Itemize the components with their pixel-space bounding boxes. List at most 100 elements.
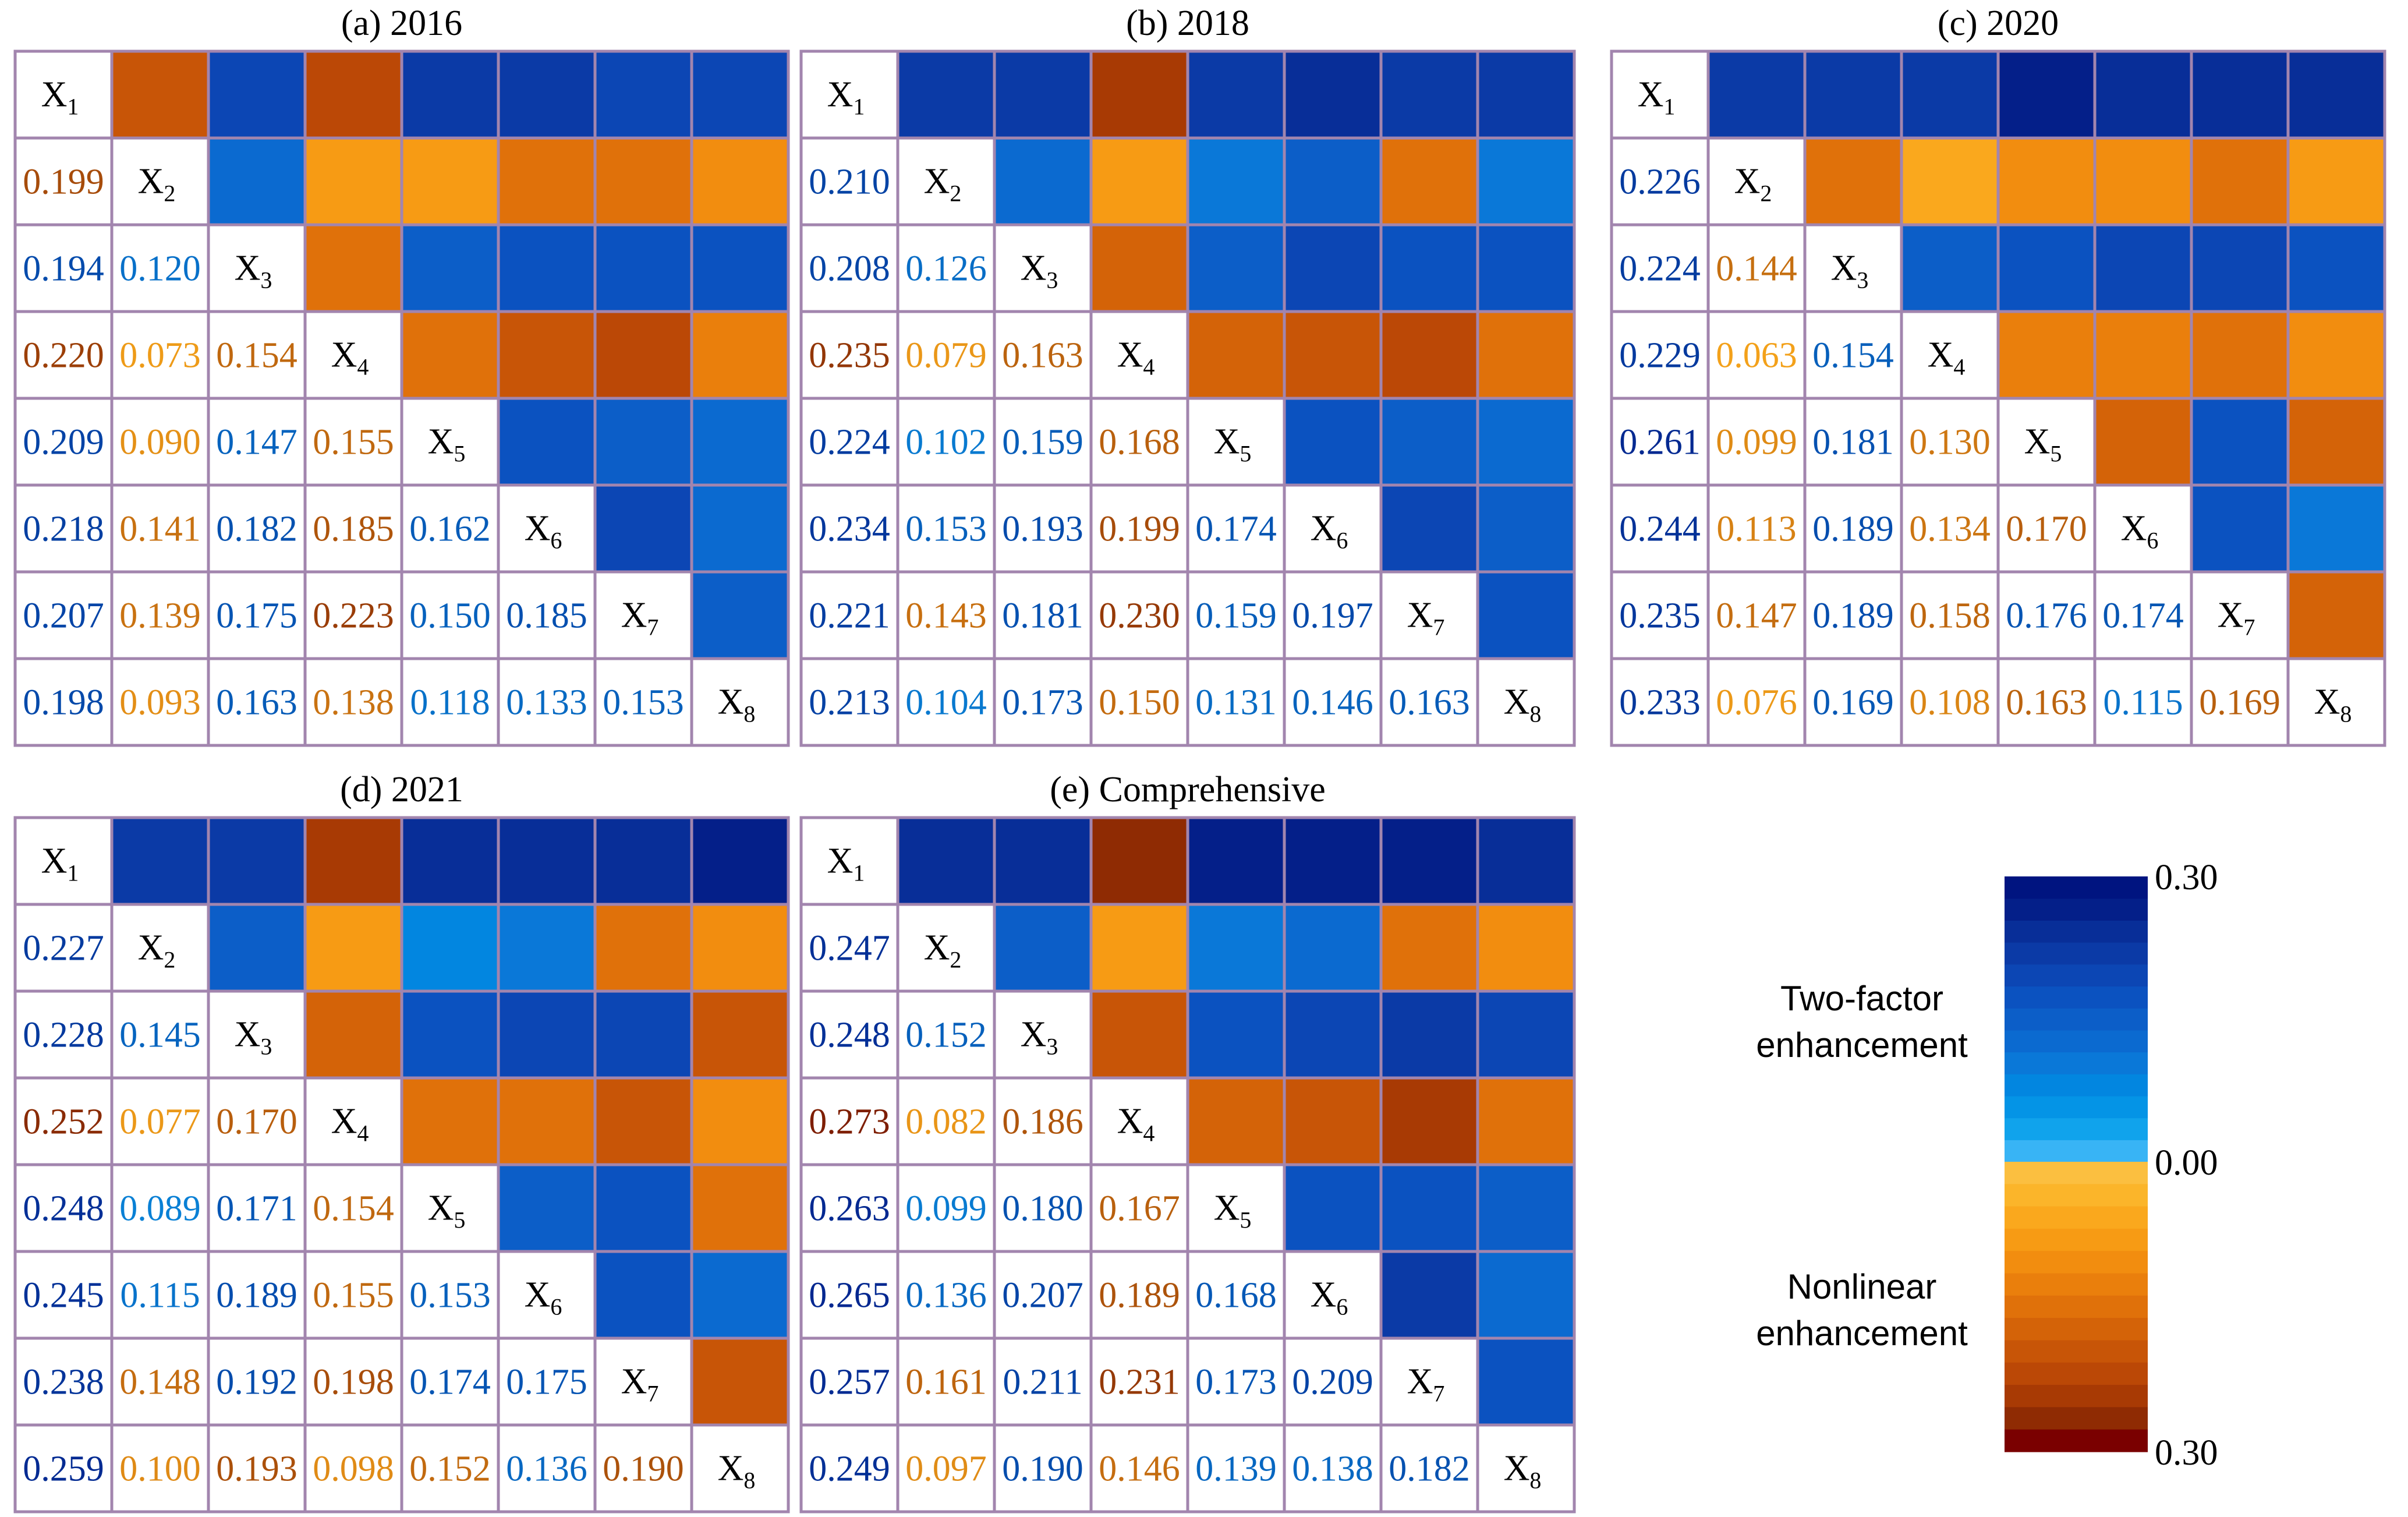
heatmap-cell (690, 1250, 790, 1340)
q-value-label: 0.218 (23, 510, 104, 549)
value-cell (1610, 657, 1710, 747)
colorbar-swatch (2005, 898, 2148, 921)
q-value-label: 0.224 (809, 423, 890, 462)
value-cell (13, 1423, 114, 1514)
value-cell (1089, 657, 1189, 747)
diagonal-cell (993, 989, 1093, 1080)
heatmap-cell (2286, 223, 2386, 313)
colorbar-swatch (2005, 1030, 2148, 1053)
heatmap-cell (1089, 816, 1189, 906)
factor-label: X8 (1504, 1449, 1542, 1494)
heatmap-cell (1476, 570, 1576, 660)
factor-label: X2 (138, 162, 176, 207)
factor-label: X7 (621, 596, 659, 641)
q-value-label: 0.152 (905, 1016, 987, 1055)
heatmap-cell (593, 136, 693, 227)
q-value-label: 0.208 (809, 249, 890, 289)
value-cell (1186, 570, 1286, 660)
heatmap-cell (1186, 989, 1286, 1080)
value-cell (799, 483, 900, 574)
factor-label: X1 (827, 75, 865, 120)
heatmap-cell (690, 1163, 790, 1253)
q-value-label: 0.104 (905, 683, 987, 723)
factor-label: X3 (235, 1015, 272, 1060)
q-value-label: 0.185 (506, 596, 587, 636)
value-cell (110, 1163, 210, 1253)
heatmap-cell (593, 397, 693, 487)
value-cell (110, 657, 210, 747)
factor-label: X2 (1734, 162, 1772, 207)
heatmap-cell (1476, 1250, 1576, 1340)
factor-label: X8 (718, 683, 756, 727)
factor-label: X1 (41, 75, 79, 120)
heatmap-cell (2093, 310, 2193, 400)
heatmap-cell (1089, 223, 1189, 313)
value-cell (1803, 483, 1903, 574)
two-factor-label: enhancement (1756, 1026, 1968, 1065)
diagonal-cell (593, 1336, 693, 1427)
heatmap-cell (1379, 903, 1479, 993)
heatmap-cell (1283, 397, 1383, 487)
q-value-label: 0.174 (409, 1363, 491, 1402)
heatmap-cell (896, 49, 996, 140)
heatmap-cell (2093, 223, 2193, 313)
diagonal-cell (1803, 223, 1903, 313)
heatmap-cell (1379, 1076, 1479, 1166)
heatmap-cell (1996, 49, 2097, 140)
heatmap-cell (1283, 310, 1383, 400)
colorbar-max-label: 0.30 (2155, 858, 2218, 897)
heatmap-cell (690, 49, 790, 140)
value-cell (896, 570, 996, 660)
value-cell (1610, 223, 1710, 313)
diagonal-cell (303, 310, 403, 400)
diagonal-cell (303, 1076, 403, 1166)
diagonal-cell (1283, 1250, 1383, 1340)
heatmap-cell (2286, 49, 2386, 140)
q-value-label: 0.099 (905, 1189, 987, 1229)
value-cell (1706, 657, 1807, 747)
value-cell (993, 657, 1093, 747)
value-cell (1610, 483, 1710, 574)
factor-label: X2 (138, 928, 176, 973)
q-value-label: 0.211 (1003, 1363, 1082, 1402)
value-cell (400, 1250, 500, 1340)
value-cell (13, 1163, 114, 1253)
colorbar: 0.30 0.00 0.30 Two-factor enhancement Nonline… (1756, 858, 2218, 1473)
value-cell (896, 657, 996, 747)
heatmap-cell (497, 1163, 597, 1253)
colorbar-swatch (2005, 1162, 2148, 1184)
q-value-label: 0.089 (119, 1189, 201, 1229)
q-value-label: 0.115 (120, 1276, 200, 1316)
value-cell (110, 1076, 210, 1166)
q-value-label: 0.227 (23, 929, 104, 968)
q-value-label: 0.136 (506, 1449, 587, 1489)
heatmap-cell (497, 816, 597, 906)
value-cell (13, 1076, 114, 1166)
q-value-label: 0.113 (1716, 510, 1796, 549)
colorbar-swatch (2005, 1251, 2148, 1274)
q-value-label: 0.097 (905, 1449, 987, 1489)
factor-label: X7 (621, 1362, 659, 1407)
heatmap-cell (1996, 310, 2097, 400)
value-cell (13, 1250, 114, 1340)
heatmap-cell (1476, 1163, 1576, 1253)
q-value-label: 0.259 (23, 1449, 104, 1489)
q-value-label: 0.163 (1389, 683, 1470, 723)
colorbar-swatch (2005, 1318, 2148, 1341)
q-value-label: 0.190 (603, 1449, 684, 1489)
q-value-label: 0.213 (809, 683, 890, 723)
value-cell (799, 570, 900, 660)
heatmap-cell (400, 310, 500, 400)
q-value-label: 0.228 (23, 1016, 104, 1055)
q-value-label: 0.120 (119, 249, 201, 289)
q-value-label: 0.233 (1619, 683, 1701, 723)
heatmap-cell (690, 483, 790, 574)
q-value-label: 0.161 (905, 1363, 987, 1402)
heatmap-cell (2093, 49, 2193, 140)
factor-label: X7 (2218, 596, 2255, 641)
value-cell (896, 1336, 996, 1427)
value-cell (1379, 657, 1479, 747)
q-value-label: 0.170 (2006, 510, 2087, 549)
heatmap-panel: (c) 2020 X1 0.226 X2 0.224 0.144 X3 0.229 0.063 0… (1610, 3, 2386, 747)
heatmap-cell (1379, 49, 1479, 140)
